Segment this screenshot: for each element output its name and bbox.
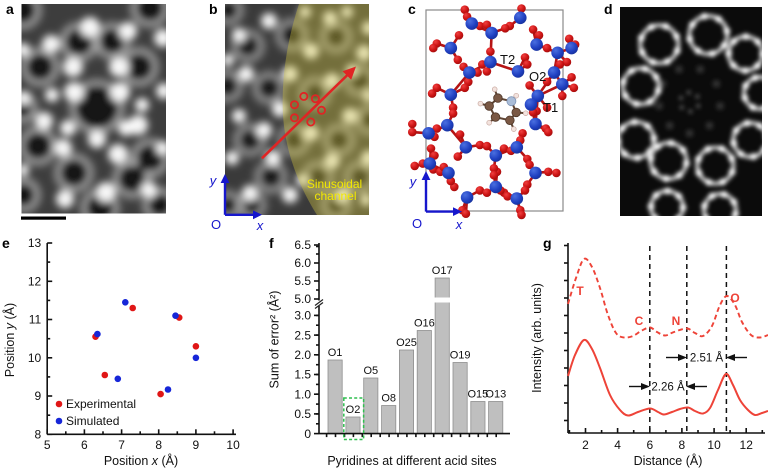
svg-text:12: 12 xyxy=(740,438,754,452)
svg-text:x: x xyxy=(256,218,264,233)
svg-text:9: 9 xyxy=(35,389,42,403)
svg-text:y: y xyxy=(209,173,218,188)
svg-text:13: 13 xyxy=(28,236,42,250)
svg-text:O15: O15 xyxy=(468,389,489,401)
svg-text:O13: O13 xyxy=(485,389,506,401)
svg-text:x: x xyxy=(455,217,463,232)
svg-text:10: 10 xyxy=(226,438,240,452)
svg-text:channel: channel xyxy=(314,189,356,203)
svg-text:2.26 Å: 2.26 Å xyxy=(651,381,685,394)
svg-text:C: C xyxy=(635,314,644,328)
svg-text:5.0: 5.0 xyxy=(294,292,311,306)
svg-text:5: 5 xyxy=(44,438,51,452)
svg-text:11: 11 xyxy=(29,313,42,327)
svg-text:d: d xyxy=(604,1,613,17)
svg-text:e: e xyxy=(2,235,10,251)
svg-text:1.5: 1.5 xyxy=(294,368,311,382)
svg-text:8: 8 xyxy=(679,438,686,452)
svg-text:O: O xyxy=(730,291,739,305)
svg-text:N: N xyxy=(672,314,681,328)
svg-text:Position x (Å): Position x (Å) xyxy=(104,453,178,468)
svg-text:O: O xyxy=(211,217,221,232)
svg-text:2.0: 2.0 xyxy=(294,348,311,362)
svg-text:5.5: 5.5 xyxy=(294,274,311,288)
svg-text:O5: O5 xyxy=(363,365,378,377)
svg-text:Simulated: Simulated xyxy=(66,414,119,428)
svg-text:a: a xyxy=(6,1,14,17)
svg-text:0: 0 xyxy=(304,427,311,441)
svg-text:10: 10 xyxy=(28,351,42,365)
svg-text:6.0: 6.0 xyxy=(294,256,311,270)
svg-text:6.5: 6.5 xyxy=(294,238,311,252)
svg-text:T: T xyxy=(576,284,584,298)
svg-text:3.0: 3.0 xyxy=(294,309,311,323)
svg-text:10: 10 xyxy=(707,438,721,452)
svg-text:Distance (Å): Distance (Å) xyxy=(634,453,703,468)
svg-text:y: y xyxy=(409,174,418,189)
svg-text:Sum of error² (Å²): Sum of error² (Å²) xyxy=(267,291,282,389)
svg-text:2.51 Å: 2.51 Å xyxy=(690,352,724,365)
svg-text:6: 6 xyxy=(646,438,653,452)
svg-text:4: 4 xyxy=(614,438,621,452)
svg-text:c: c xyxy=(408,1,416,17)
svg-text:8: 8 xyxy=(35,428,42,442)
svg-text:g: g xyxy=(543,235,552,251)
svg-text:O8: O8 xyxy=(381,393,396,405)
svg-text:6: 6 xyxy=(81,438,88,452)
svg-text:9: 9 xyxy=(193,438,200,452)
svg-text:b: b xyxy=(209,1,218,17)
svg-text:2: 2 xyxy=(582,438,589,452)
svg-text:O19: O19 xyxy=(450,350,471,362)
svg-text:1.0: 1.0 xyxy=(294,387,311,401)
svg-text:O2: O2 xyxy=(346,404,361,416)
svg-text:Sinusoidal: Sinusoidal xyxy=(307,177,362,191)
svg-text:O16: O16 xyxy=(414,318,435,330)
svg-text:T2: T2 xyxy=(500,52,515,67)
svg-text:O1: O1 xyxy=(328,347,343,359)
svg-text:O25: O25 xyxy=(396,337,417,349)
svg-text:2.5: 2.5 xyxy=(294,328,311,342)
svg-text:Experimental: Experimental xyxy=(66,397,136,411)
svg-text:T1: T1 xyxy=(543,100,558,115)
svg-text:8: 8 xyxy=(155,438,162,452)
svg-text:12: 12 xyxy=(28,275,42,289)
svg-text:7: 7 xyxy=(118,438,125,452)
svg-text:O: O xyxy=(412,216,422,231)
svg-text:O2: O2 xyxy=(529,69,546,84)
svg-text:0.5: 0.5 xyxy=(294,407,311,421)
svg-text:O17: O17 xyxy=(432,265,453,277)
svg-text:f: f xyxy=(269,235,274,251)
svg-text:Intensity (arb. units): Intensity (arb. units) xyxy=(530,283,544,393)
svg-text:Position y (Å): Position y (Å) xyxy=(2,303,17,377)
svg-text:Pyridines at different acid si: Pyridines at different acid sites xyxy=(327,454,496,468)
